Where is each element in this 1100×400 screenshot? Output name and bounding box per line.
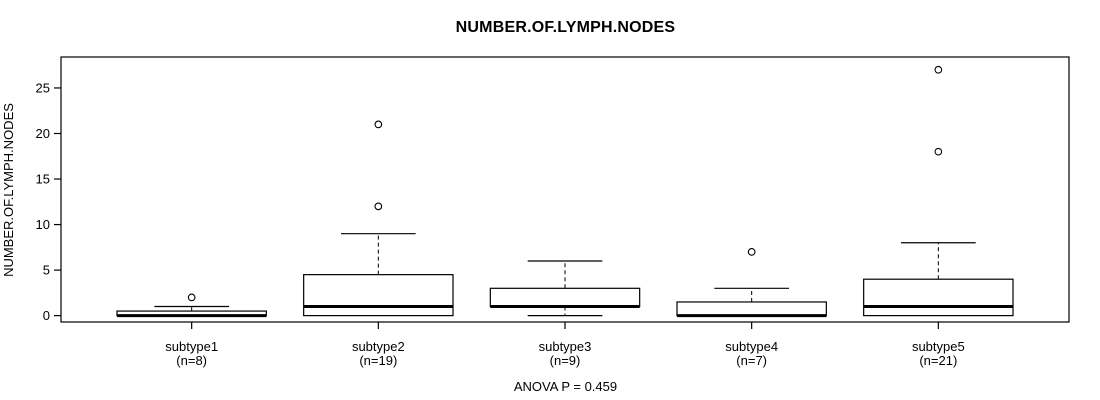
boxplot-subtype3 bbox=[489, 260, 641, 317]
boxplot-content: 0 5 10 15 20 25 subtype1 (n=8) subtype2 (n=19) sub… bbox=[36, 65, 1014, 368]
y-tick-label: 5 bbox=[43, 263, 50, 278]
boxplot-subtype1 bbox=[116, 293, 267, 318]
iqr-box bbox=[489, 287, 641, 308]
iqr-box bbox=[303, 274, 454, 317]
chart-title: NUMBER.OF.LYMPH.NODES bbox=[455, 19, 676, 36]
iqr-box bbox=[863, 278, 1014, 317]
iqr-box bbox=[676, 301, 827, 317]
y-tick-label: 15 bbox=[36, 172, 50, 187]
y-tick-label: 20 bbox=[36, 126, 50, 141]
outlier-point bbox=[934, 65, 943, 74]
y-tick-label: 10 bbox=[36, 217, 50, 232]
outlier-point bbox=[747, 248, 756, 256]
outlier-point bbox=[374, 120, 383, 129]
x-tick-label: subtype4 (n=7) bbox=[725, 339, 778, 368]
boxplot-subtype2 bbox=[303, 120, 454, 317]
boxplot-subtype4 bbox=[676, 248, 827, 318]
boxplot-subtype5 bbox=[863, 65, 1014, 317]
anova-annotation: ANOVA P = 0.459 bbox=[513, 379, 618, 394]
x-tick-label: subtype5 (n=21) bbox=[912, 339, 965, 368]
x-tick-label: subtype3 (n=9) bbox=[539, 339, 592, 368]
x-tick-label: subtype2 (n=19) bbox=[352, 339, 405, 368]
y-axis-label: NUMBER.OF.LYMPH.NODES bbox=[1, 103, 16, 277]
outlier-point bbox=[374, 202, 383, 211]
y-tick-label: 25 bbox=[36, 80, 50, 95]
outlier-point bbox=[187, 293, 196, 302]
x-tick-label: subtype1 (n=8) bbox=[165, 339, 218, 368]
y-tick-label: 0 bbox=[43, 308, 50, 323]
outlier-point bbox=[934, 147, 943, 156]
